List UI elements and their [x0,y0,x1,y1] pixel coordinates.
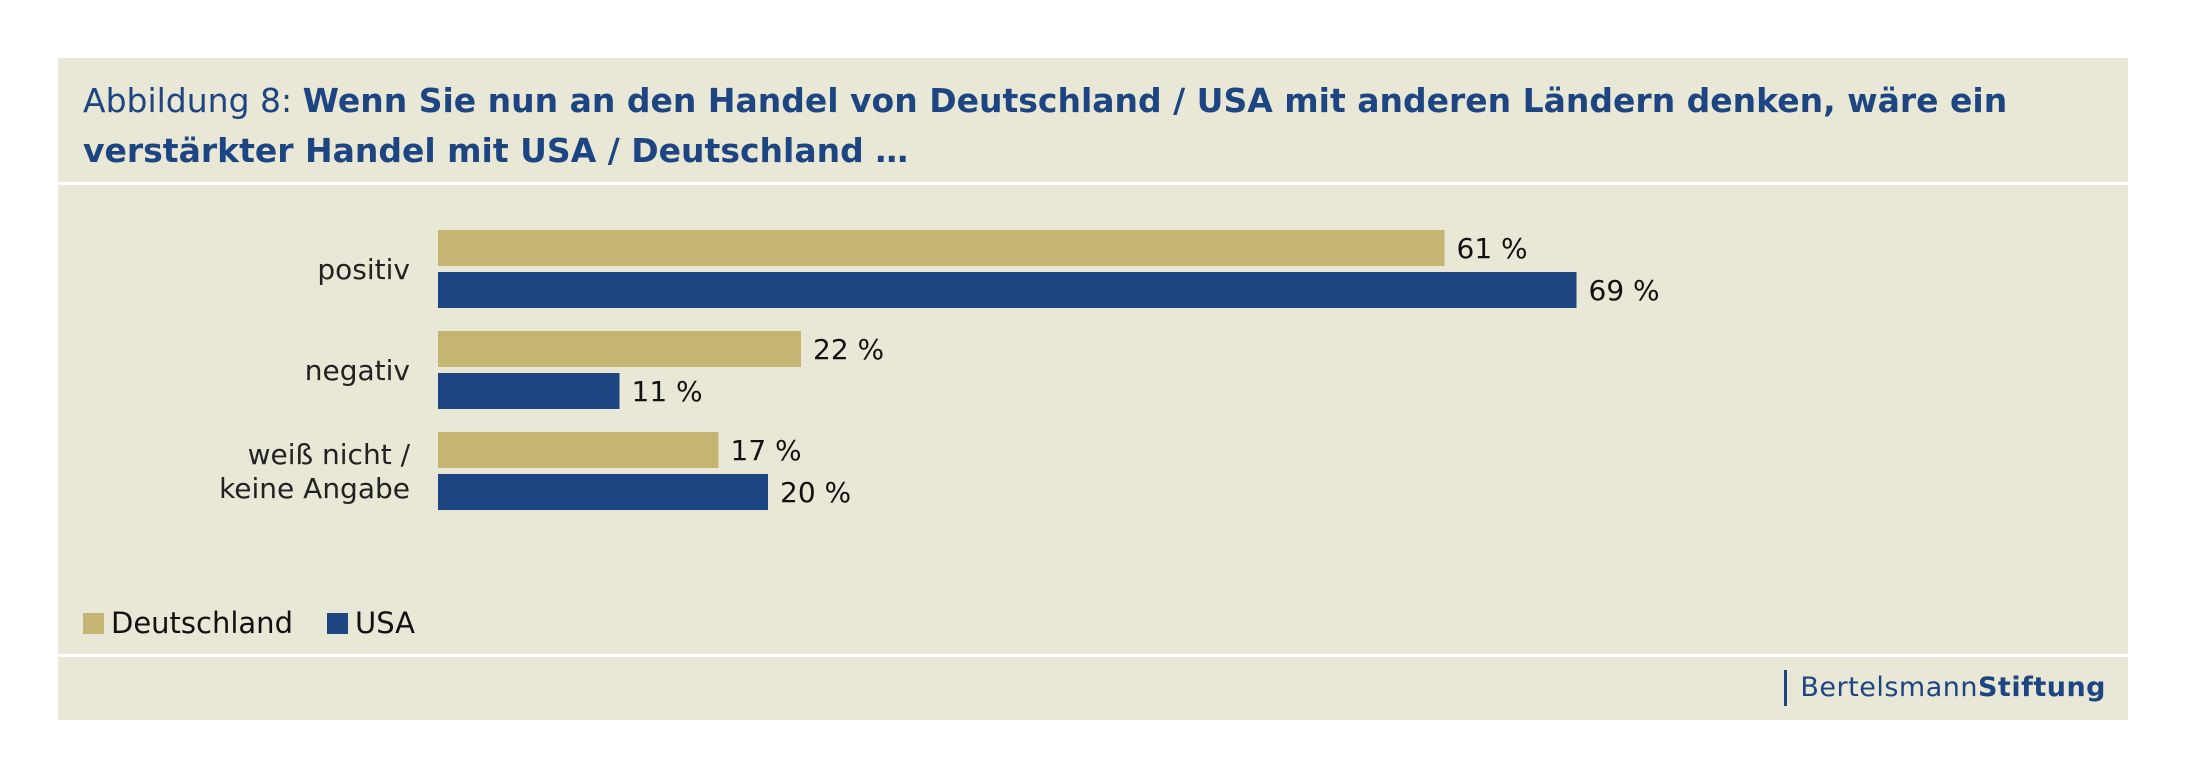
legend-label: USA [354,606,415,640]
category-label: positiv [317,253,410,286]
legend-item-usa: USA [326,606,415,640]
title-main: Wenn Sie nun an den Handel von Deutschla… [83,81,2008,170]
brand-bold: Stiftung [1977,672,2106,703]
data-label: 20 % [780,476,851,509]
legend-item-deutschland: Deutschland [83,606,293,640]
bar-chart: positiv 61 % 69 % negativ 22 % 11 % weiß nicht… [219,230,1660,510]
data-label: 11 % [632,375,703,408]
bar-deutschland-2 [438,331,801,367]
bar-deutschland-3 [438,432,719,468]
bar-usa-2 [438,373,620,409]
title-prefix: Abbildung 8: [83,81,303,120]
chart-title: Abbildung 8: Wenn Sie nun an den Handel … [83,76,2083,176]
category-label: negativ [305,354,410,387]
category-label: weiß nicht / keine Angabe [219,438,411,505]
data-label: 22 % [813,333,884,366]
bar-usa-1 [438,272,1577,308]
legend: Deutschland USA [83,606,449,640]
brand-logo: BertelsmannStiftung [1784,670,2106,706]
data-label: 69 % [1589,274,1660,307]
chart-panel: Abbildung 8: Wenn Sie nun an den Handel … [58,58,2128,720]
brand-light: Bertelsmann [1800,672,1978,703]
legend-swatch [83,612,104,634]
data-label: 61 % [1457,232,1528,265]
bar-usa-3 [438,474,768,510]
legend-swatch [326,612,348,634]
legend-label: Deutschland [111,606,293,640]
footer-divider [58,654,2128,657]
data-label: 17 % [731,434,802,467]
bar-deutschland-1 [438,230,1445,266]
title-divider [58,182,2128,185]
